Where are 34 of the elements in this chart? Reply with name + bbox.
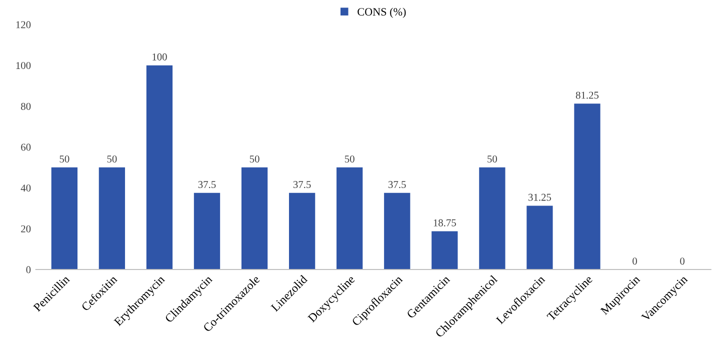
bar <box>479 167 506 270</box>
y-tick-label: 20 <box>21 225 31 232</box>
data-label: 100 <box>152 53 167 60</box>
y-tick-label: 60 <box>21 144 31 151</box>
bar <box>146 65 173 270</box>
data-label: 81.25 <box>576 92 599 99</box>
y-tick-label: 40 <box>20 184 31 192</box>
bar <box>384 192 410 270</box>
bar <box>194 192 220 270</box>
data-label: 50 <box>60 155 70 163</box>
y-tick-label: 120 <box>16 21 31 28</box>
data-label: 50 <box>250 155 260 163</box>
data-label: 37.5 <box>198 181 216 188</box>
y-tick-label: 0 <box>26 266 31 274</box>
bar <box>51 167 78 270</box>
bar <box>526 206 553 270</box>
data-label: 0 <box>680 258 685 265</box>
data-label: 37.5 <box>293 181 311 188</box>
data-label: 31.25 <box>528 194 552 201</box>
data-label: 37.5 <box>388 181 406 188</box>
bar <box>336 167 363 270</box>
y-tick-label: 100 <box>16 62 31 70</box>
y-tick-label: 80 <box>21 102 31 110</box>
legend-label: CONS (%) <box>358 8 406 18</box>
bar <box>288 192 316 270</box>
data-label: 0 <box>632 258 637 265</box>
data-label: 50 <box>344 155 354 163</box>
data-label: 18.75 <box>434 219 456 226</box>
data-label: 50 <box>107 155 117 163</box>
bar <box>432 231 458 270</box>
data-label: 50 <box>488 155 497 163</box>
bar <box>98 167 126 270</box>
bar <box>574 104 600 270</box>
bar <box>241 167 268 270</box>
